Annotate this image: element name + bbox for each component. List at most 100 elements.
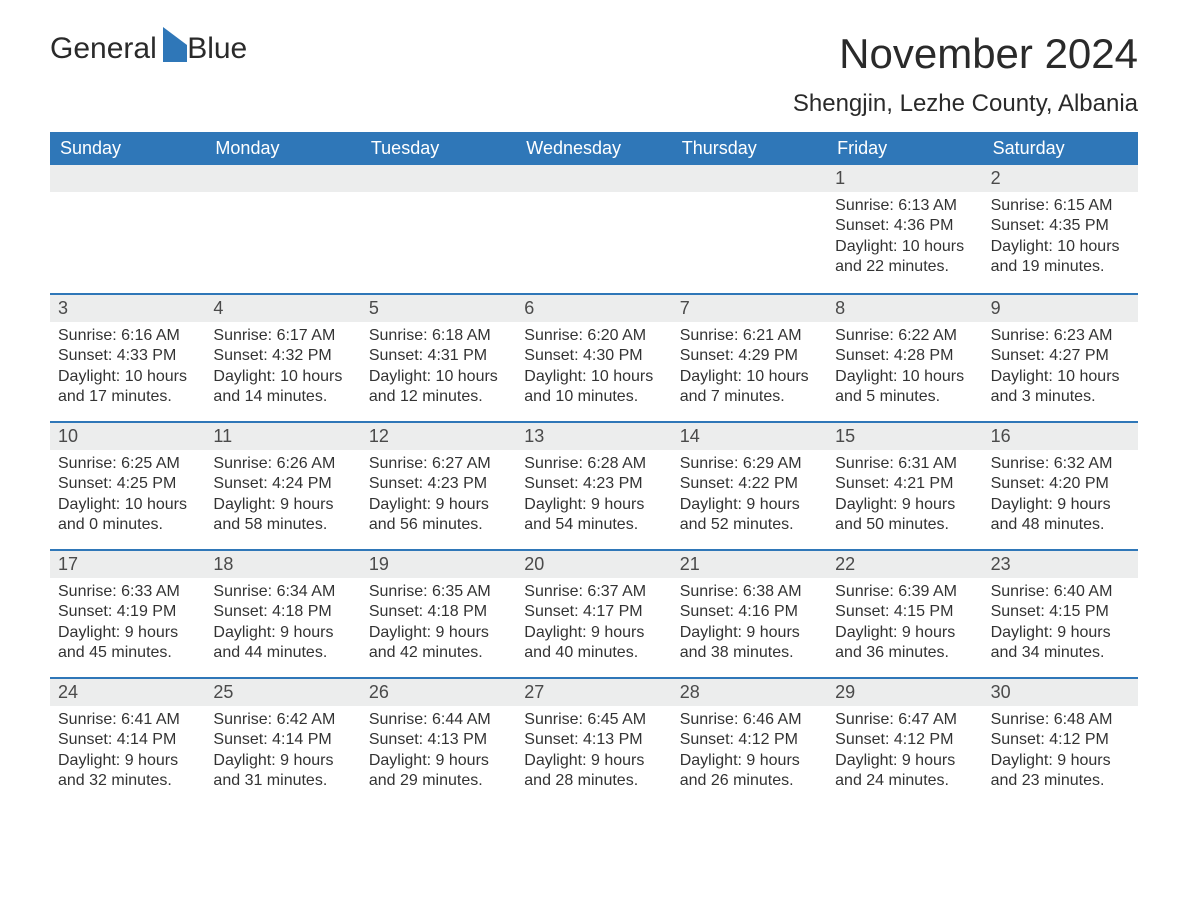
sunrise-line: Sunrise: 6:31 AM — [835, 454, 974, 474]
sunset-line: Sunset: 4:21 PM — [835, 474, 974, 494]
day-body: Sunrise: 6:17 AMSunset: 4:32 PMDaylight:… — [205, 322, 360, 418]
day-number: 30 — [983, 679, 1138, 706]
daylight-line: Daylight: 10 hours and 12 minutes. — [369, 367, 508, 408]
sunrise-line: Sunrise: 6:27 AM — [369, 454, 508, 474]
day-number: 10 — [50, 423, 205, 450]
day-cell: 10 Sunrise: 6:25 AMSunset: 4:25 PMDayligh… — [50, 421, 205, 549]
day-number: 3 — [50, 295, 205, 322]
sunrise-line: Sunrise: 6:16 AM — [58, 326, 197, 346]
daylight-line: Daylight: 9 hours and 24 minutes. — [835, 751, 974, 792]
day-cell: 2Sunrise: 6:15 AMSunset: 4:35 PMDaylight… — [983, 165, 1138, 293]
daylight-line: Daylight: 9 hours and 45 minutes. — [58, 623, 197, 664]
month-title: November 2024 — [793, 30, 1138, 78]
sunset-line: Sunset: 4:31 PM — [369, 346, 508, 366]
sunrise-line: Sunrise: 6:17 AM — [213, 326, 352, 346]
sunrise-line: Sunrise: 6:48 AM — [991, 710, 1130, 730]
day-cell: 7Sunrise: 6:21 AMSunset: 4:29 PMDaylight… — [672, 293, 827, 421]
daylight-line: Daylight: 9 hours and 42 minutes. — [369, 623, 508, 664]
day-cell: 4Sunrise: 6:17 AMSunset: 4:32 PMDaylight… — [205, 293, 360, 421]
day-cell: 3Sunrise: 6:16 AMSunset: 4:33 PMDaylight… — [50, 293, 205, 421]
day-body: Sunrise: 6:47 AMSunset: 4:12 PMDaylight:… — [827, 706, 982, 802]
empty-daynum-strip — [50, 165, 827, 192]
sunrise-line: Sunrise: 6:32 AM — [991, 454, 1130, 474]
weekday-header: Saturday — [983, 132, 1138, 165]
day-cell: 8Sunrise: 6:22 AMSunset: 4:28 PMDaylight… — [827, 293, 982, 421]
sunrise-line: Sunrise: 6:13 AM — [835, 196, 974, 216]
day-number: 18 — [205, 551, 360, 578]
sunset-line: Sunset: 4:14 PM — [213, 730, 352, 750]
day-number: 4 — [205, 295, 360, 322]
sunrise-line: Sunrise: 6:20 AM — [524, 326, 663, 346]
day-number: 7 — [672, 295, 827, 322]
daylight-line: Daylight: 10 hours and 3 minutes. — [991, 367, 1130, 408]
brand-logo: General Blue — [50, 34, 247, 64]
day-body: Sunrise: 6:39 AMSunset: 4:15 PMDaylight:… — [827, 578, 982, 674]
title-block: November 2024 Shengjin, Lezhe County, Al… — [793, 30, 1138, 128]
day-cell: 21Sunrise: 6:38 AMSunset: 4:16 PMDayligh… — [672, 549, 827, 677]
sunset-line: Sunset: 4:12 PM — [835, 730, 974, 750]
daylight-line: Daylight: 10 hours and 5 minutes. — [835, 367, 974, 408]
day-number: 22 — [827, 551, 982, 578]
sunrise-line: Sunrise: 6:40 AM — [991, 582, 1130, 602]
day-body: Sunrise: 6:33 AMSunset: 4:19 PMDaylight:… — [50, 578, 205, 674]
day-body: Sunrise: 6:44 AMSunset: 4:13 PMDaylight:… — [361, 706, 516, 802]
weekday-header: Thursday — [672, 132, 827, 165]
day-body: Sunrise: 6:15 AMSunset: 4:35 PMDaylight:… — [983, 192, 1138, 288]
sunset-line: Sunset: 4:16 PM — [680, 602, 819, 622]
sunrise-line: Sunrise: 6:41 AM — [58, 710, 197, 730]
day-cell: 28Sunrise: 6:46 AMSunset: 4:12 PMDayligh… — [672, 677, 827, 805]
daylight-line: Daylight: 9 hours and 34 minutes. — [991, 623, 1130, 664]
daylight-line: Daylight: 9 hours and 40 minutes. — [524, 623, 663, 664]
day-body: Sunrise: 6:20 AMSunset: 4:30 PMDaylight:… — [516, 322, 671, 418]
sunrise-line: Sunrise: 6:18 AM — [369, 326, 508, 346]
sunrise-line: Sunrise: 6:33 AM — [58, 582, 197, 602]
sunset-line: Sunset: 4:32 PM — [213, 346, 352, 366]
day-number: 1 — [827, 165, 982, 192]
sail-icon — [163, 27, 187, 62]
weekday-header: Wednesday — [516, 132, 671, 165]
day-body: Sunrise: 6:45 AMSunset: 4:13 PMDaylight:… — [516, 706, 671, 802]
day-cell: 12Sunrise: 6:27 AMSunset: 4:23 PMDayligh… — [361, 421, 516, 549]
daylight-line: Daylight: 9 hours and 26 minutes. — [680, 751, 819, 792]
day-number: 23 — [983, 551, 1138, 578]
sunrise-line: Sunrise: 6:35 AM — [369, 582, 508, 602]
sunrise-line: Sunrise: 6:38 AM — [680, 582, 819, 602]
sunrise-line: Sunrise: 6:22 AM — [835, 326, 974, 346]
sunrise-line: Sunrise: 6:15 AM — [991, 196, 1130, 216]
sunrise-line: Sunrise: 6:25 AM — [58, 454, 197, 474]
sunset-line: Sunset: 4:18 PM — [369, 602, 508, 622]
weekday-header: Tuesday — [361, 132, 516, 165]
sunset-line: Sunset: 4:35 PM — [991, 216, 1130, 236]
daylight-line: Daylight: 10 hours and 7 minutes. — [680, 367, 819, 408]
sunset-line: Sunset: 4:23 PM — [524, 474, 663, 494]
sunrise-line: Sunrise: 6:39 AM — [835, 582, 974, 602]
daylight-line: Daylight: 9 hours and 56 minutes. — [369, 495, 508, 536]
day-number: 11 — [205, 423, 360, 450]
sunset-line: Sunset: 4:14 PM — [58, 730, 197, 750]
daylight-line: Daylight: 9 hours and 50 minutes. — [835, 495, 974, 536]
sunset-line: Sunset: 4:22 PM — [680, 474, 819, 494]
day-body: Sunrise: 6:29 AMSunset: 4:22 PMDaylight:… — [672, 450, 827, 546]
day-number: 24 — [50, 679, 205, 706]
day-body: Sunrise: 6:18 AMSunset: 4:31 PMDaylight:… — [361, 322, 516, 418]
daylight-line: Daylight: 10 hours and 14 minutes. — [213, 367, 352, 408]
daylight-line: Daylight: 9 hours and 32 minutes. — [58, 751, 197, 792]
day-body: Sunrise: 6:13 AMSunset: 4:36 PMDaylight:… — [827, 192, 982, 288]
location-subtitle: Shengjin, Lezhe County, Albania — [793, 90, 1138, 118]
daylight-line: Daylight: 9 hours and 23 minutes. — [991, 751, 1130, 792]
sunset-line: Sunset: 4:13 PM — [524, 730, 663, 750]
day-cell: 5Sunrise: 6:18 AMSunset: 4:31 PMDaylight… — [361, 293, 516, 421]
day-cell: 6Sunrise: 6:20 AMSunset: 4:30 PMDaylight… — [516, 293, 671, 421]
day-cell: 17Sunrise: 6:33 AMSunset: 4:19 PMDayligh… — [50, 549, 205, 677]
day-body: Sunrise: 6:34 AMSunset: 4:18 PMDaylight:… — [205, 578, 360, 674]
day-number: 25 — [205, 679, 360, 706]
daylight-line: Daylight: 9 hours and 52 minutes. — [680, 495, 819, 536]
sunrise-line: Sunrise: 6:26 AM — [213, 454, 352, 474]
weekday-header: Monday — [205, 132, 360, 165]
day-number: 14 — [672, 423, 827, 450]
sunset-line: Sunset: 4:25 PM — [58, 474, 197, 494]
sunrise-line: Sunrise: 6:29 AM — [680, 454, 819, 474]
daylight-line: Daylight: 10 hours and 0 minutes. — [58, 495, 197, 536]
day-body: Sunrise: 6:28 AMSunset: 4:23 PMDaylight:… — [516, 450, 671, 546]
day-body: Sunrise: 6:48 AMSunset: 4:12 PMDaylight:… — [983, 706, 1138, 802]
